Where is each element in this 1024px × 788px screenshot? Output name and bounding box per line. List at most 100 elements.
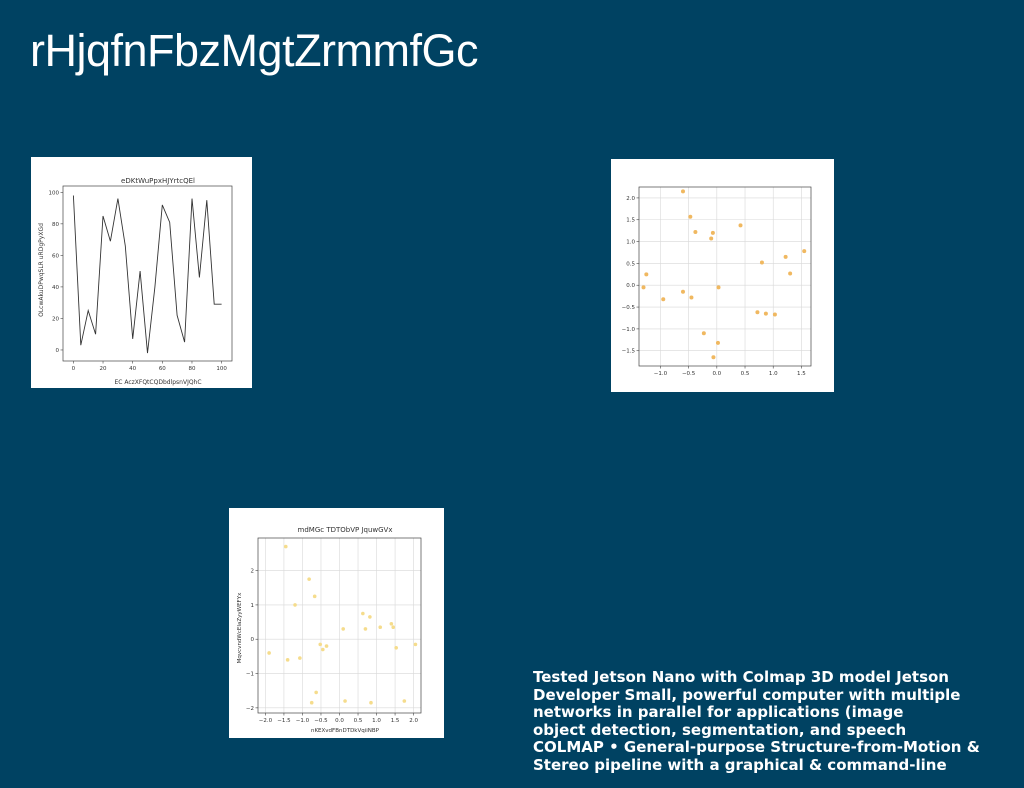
scatter-point xyxy=(391,625,396,630)
scatter-point xyxy=(389,621,394,626)
scatter-point xyxy=(283,544,288,549)
scatter-point xyxy=(361,611,365,616)
scatter-point xyxy=(783,254,788,259)
slide-title: rHjqfnFbzMgtZrmmfGc xyxy=(30,25,479,76)
scatter-point xyxy=(716,285,721,290)
plot-frame xyxy=(638,186,812,367)
scatter-point xyxy=(307,577,311,581)
y-tick-label: −2 xyxy=(246,706,254,712)
scatter-point xyxy=(680,289,685,294)
scatter-point xyxy=(701,331,706,336)
scatter-point xyxy=(343,699,347,703)
scatter-point xyxy=(321,647,325,652)
x-tick-label: 0.0 xyxy=(712,371,721,377)
x-axis-label: EC AczXFQtCQDbdlpsnVJQhC xyxy=(114,379,201,386)
scatter-point xyxy=(312,594,317,599)
y-tick-label: 100 xyxy=(49,190,60,196)
y-tick-label: 0 xyxy=(251,637,255,643)
scatter-point xyxy=(680,189,685,194)
chart-title: mdMGc TDTObVP JquwGVx xyxy=(298,526,393,534)
y-tick-label: −1.0 xyxy=(622,327,636,333)
scatter-point xyxy=(363,627,368,631)
scatter-chart-2: mdMGc TDTObVP JquwGVx nKEXvdFBnDTDkVqiiN… xyxy=(237,526,422,734)
caption-line: Tested Jetson Nano with Colmap 3D model … xyxy=(533,668,949,686)
caption-line: object detection, segmentation, and spee… xyxy=(533,720,907,739)
scatter-point xyxy=(641,285,646,290)
scatter-point xyxy=(689,295,694,300)
scatter-point xyxy=(378,625,383,630)
caption-line: Stereo pipeline with a graphical & comma… xyxy=(533,755,947,774)
scatter-point xyxy=(394,646,398,650)
scatter-point xyxy=(738,223,743,228)
scatter-point xyxy=(314,690,318,695)
scatter-point xyxy=(802,249,807,254)
x-tick-label: 1.5 xyxy=(391,718,400,724)
chart-title: eDKtWuPpxHJYrtcQEl xyxy=(121,177,195,185)
scatter-chart: −1.0 −0.5 0.0 0.5 1.0 1.5 −1.5 −1.0 −0.5 0.0 0.5 1.… xyxy=(622,186,812,377)
scatter-point xyxy=(755,310,760,315)
x-axis-label: nKEXvdFBnDTDkVqiiNBP xyxy=(311,728,380,734)
x-tick-label: 20 xyxy=(100,366,107,372)
y-tick-label: 0.0 xyxy=(626,283,635,289)
y-tick-label: 20 xyxy=(52,316,59,322)
scatter-point xyxy=(693,229,698,234)
scatter-point xyxy=(413,642,418,647)
y-tick-label: 60 xyxy=(52,253,59,259)
scatter-point xyxy=(709,236,714,241)
scatter-point xyxy=(293,603,297,607)
scatter-point xyxy=(710,230,715,235)
scatter-chart-card: −1.0 −0.5 0.0 0.5 1.0 1.5 −1.5 −1.0 −0.5 0.0 0.5 1.… xyxy=(611,159,834,392)
scatter-point xyxy=(715,340,720,345)
scatter-point xyxy=(324,644,329,648)
line-chart: eDKtWuPpxHJYrtcQEl EC AczXFQtCQDbdlpsnVJ… xyxy=(38,177,233,386)
scatter-point xyxy=(661,297,666,302)
x-tick-label: 60 xyxy=(159,366,166,372)
scatter-chart-2-card: mdMGc TDTObVP JquwGVx nKEXvdFBnDTDkVqiiN… xyxy=(229,508,444,738)
y-tick-label: 40 xyxy=(52,285,59,291)
scatter-point xyxy=(309,700,314,705)
scatter-point xyxy=(759,260,764,265)
scatter-point xyxy=(772,312,777,317)
scatter-point xyxy=(402,699,407,703)
y-tick-label: 80 xyxy=(52,222,59,228)
y-tick-label: 0.5 xyxy=(626,261,635,267)
series-line xyxy=(72,195,222,354)
x-tick-label: 1.0 xyxy=(372,718,381,724)
scatter-point xyxy=(369,700,373,705)
y-tick-label: 0 xyxy=(56,348,60,354)
caption-line: COLMAP • General-purpose Structure-from-… xyxy=(533,738,980,756)
scatter-point xyxy=(341,627,346,631)
x-tick-label: −1.5 xyxy=(277,718,291,724)
caption-line: networks in parallel for applications (i… xyxy=(533,703,904,721)
y-tick-label: −0.5 xyxy=(622,305,636,311)
y-tick-label: −1 xyxy=(246,672,254,678)
y-tick-label: 2.0 xyxy=(626,196,635,202)
x-tick-label: 80 xyxy=(188,366,195,372)
x-tick-label: −0.5 xyxy=(682,371,696,377)
scatter-point xyxy=(688,214,693,219)
x-tick-label: 1.0 xyxy=(769,371,778,377)
y-tick-label: −1.5 xyxy=(622,349,636,355)
y-tick-label: 2 xyxy=(251,569,255,575)
x-tick-label: 2.0 xyxy=(409,718,418,724)
plot-frame xyxy=(62,185,233,362)
y-tick-label: 1.5 xyxy=(626,218,635,224)
scatter-point xyxy=(298,656,302,660)
caption-line: Developer Small, powerful computer with … xyxy=(533,685,961,704)
y-tick-label: 1.0 xyxy=(626,240,635,246)
scatter-point xyxy=(285,658,290,662)
x-tick-label: −2.0 xyxy=(259,718,273,724)
scatter-point xyxy=(644,272,649,277)
scatter-point xyxy=(368,615,372,619)
x-tick-label: 40 xyxy=(129,366,136,372)
x-tick-label: 0.5 xyxy=(354,718,363,724)
x-tick-label: 100 xyxy=(216,366,227,372)
x-tick-label: 0.5 xyxy=(741,371,750,377)
scatter-point xyxy=(318,642,323,647)
scatter-point xyxy=(267,651,271,655)
y-tick-label: 1 xyxy=(251,603,255,609)
x-tick-label: −0.5 xyxy=(314,718,328,724)
y-axis-label: OLcwAkuDPwqSLR uRDgPyXGd xyxy=(38,223,45,317)
scatter-point xyxy=(788,271,793,276)
line-chart-card: eDKtWuPpxHJYrtcQEl EC AczXFQtCQDbdlpsnVJ… xyxy=(31,157,252,388)
